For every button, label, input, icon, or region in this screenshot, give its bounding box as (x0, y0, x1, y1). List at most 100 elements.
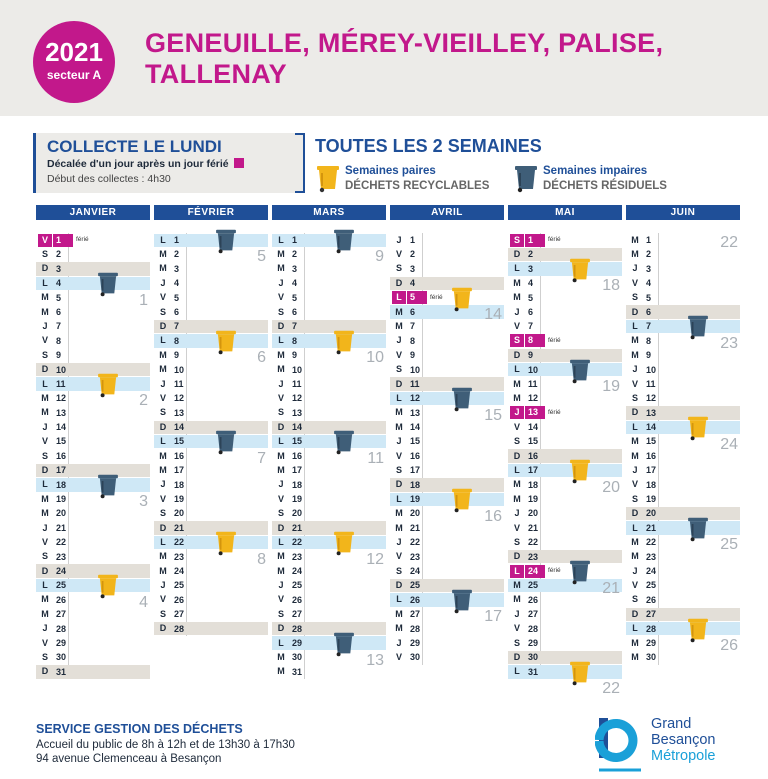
month-column: JANVIER V 1 férié S 2 D 3 L 4 M 5 M 6 J 7 V 8 S 9 D 10 L 11 M 12 M… (36, 205, 150, 680)
week-number: 5 (257, 248, 266, 266)
day-number: 19 (174, 494, 185, 505)
weekday-letter: J (160, 378, 166, 389)
day-row: D 18 (390, 478, 504, 492)
yellow-bin-icon (570, 661, 590, 685)
weekday-letter: L (278, 637, 284, 648)
day-number: 12 (174, 393, 185, 404)
collection-band (508, 363, 622, 377)
grey-bin-icon (98, 474, 118, 498)
weekday-letter: S (159, 407, 166, 418)
sunday-band (154, 622, 268, 636)
sunday-band (626, 607, 740, 622)
weekday-letter: V (38, 233, 52, 247)
weekday-letter: D (41, 263, 49, 274)
day-row: M 16 (154, 449, 268, 463)
day-number: 3 (410, 263, 416, 274)
day-number: 8 (56, 335, 62, 346)
day-row: M 23 (272, 550, 386, 564)
day-number: 10 (56, 364, 67, 375)
day-row: S 27 (154, 607, 268, 621)
day-row: V 1 férié (36, 233, 150, 247)
weekday-letter: M (277, 249, 285, 260)
day-number: 16 (292, 450, 303, 461)
sunday-band (36, 363, 150, 377)
weekday-letter: M (631, 536, 639, 547)
day-number: 18 (410, 479, 421, 490)
weekday-letter: S (631, 392, 638, 403)
weekday-letter: M (395, 623, 403, 634)
weekday-letter: M (277, 551, 285, 562)
day-list: L 1 M 2 M 3 J 4 V 5 S 6 D 7 L 8 M 9 M 10 J 11 V 12 S 13 D 14 L 15 M 16 M… (154, 229, 268, 637)
weekday-letter: V (395, 349, 402, 360)
day-row: J 13 férié (508, 406, 622, 420)
grey-bin-icon (216, 431, 236, 455)
day-number: 20 (410, 508, 421, 519)
day-number: 17 (528, 465, 539, 476)
holiday-square-icon (233, 158, 244, 168)
weekday-letter: L (42, 479, 48, 490)
weekday-letter: V (159, 392, 166, 403)
day-number: 2 (646, 249, 652, 260)
day-row: J 27 (508, 607, 622, 621)
day-number: 28 (410, 623, 421, 634)
weekday-letter: M (41, 292, 49, 303)
weekday-letter: S (41, 349, 48, 360)
yellow-bin-icon (570, 258, 590, 283)
weekday-letter: J (278, 277, 284, 288)
weekday-letter: M (513, 378, 521, 389)
weekday-letter: M (159, 464, 167, 475)
weekday-letter: D (395, 479, 403, 490)
day-row: M 12 (508, 391, 622, 405)
day-number: 26 (646, 594, 657, 605)
weekday-letter: M (631, 450, 639, 461)
day-number: 25 (528, 580, 539, 591)
day-number: 5 (646, 292, 652, 303)
day-number: 18 (646, 479, 657, 490)
day-row: S 23 (36, 550, 150, 564)
day-row: L 22 (272, 531, 386, 556)
column-divider (186, 233, 187, 637)
month-header: FÉVRIER (154, 205, 268, 220)
day-row: J 20 (508, 506, 622, 520)
weekday-letter: M (277, 349, 285, 360)
day-list: M 1 M 2 J 3 V 4 S 5 D 6 L 7 M 8 M 9 J 10 V 11 S 12 D 13 L 14 M 15 M 16 J… (626, 233, 740, 665)
week-number: 22 (602, 680, 620, 698)
sunday-band (390, 377, 504, 391)
weekday-letter: V (513, 421, 520, 432)
day-row: M 16 (626, 449, 740, 463)
weekday-letter: D (277, 623, 285, 634)
day-row: M 15 (626, 434, 740, 448)
weekday-letter: M (395, 306, 403, 317)
weekday-letter: L (160, 234, 166, 245)
day-number: 24 (525, 564, 545, 578)
weekday-letter: L (632, 522, 638, 533)
weekday-letter: S (513, 637, 520, 648)
day-number: 7 (528, 321, 534, 332)
collection-band (626, 622, 740, 636)
sunday-band (272, 420, 386, 434)
weekday-letter: M (513, 479, 521, 490)
day-row: M 20 (390, 506, 504, 520)
day-row: L 25 (36, 575, 150, 599)
day-number: 25 (292, 580, 303, 591)
collection-band (36, 377, 150, 391)
week-number: 12 (366, 550, 384, 568)
day-row: V 26 (154, 593, 268, 607)
weekday-letter: J (632, 364, 638, 375)
weekday-letter: V (395, 652, 402, 663)
column-divider (304, 233, 305, 680)
collect-info-box: COLLECTE LE LUNDI Décalée d'un jour aprè… (33, 133, 305, 193)
day-row: J 21 (36, 521, 150, 535)
day-row: V 26 (272, 593, 386, 607)
day-number: 5 (56, 292, 62, 303)
weekday-letter: M (513, 493, 521, 504)
weekday-letter: J (278, 378, 284, 389)
day-row: J 15 (390, 434, 504, 448)
day-number: 25 (56, 580, 67, 591)
holiday-label: férié (548, 566, 561, 574)
logo-b-icon (594, 718, 641, 772)
